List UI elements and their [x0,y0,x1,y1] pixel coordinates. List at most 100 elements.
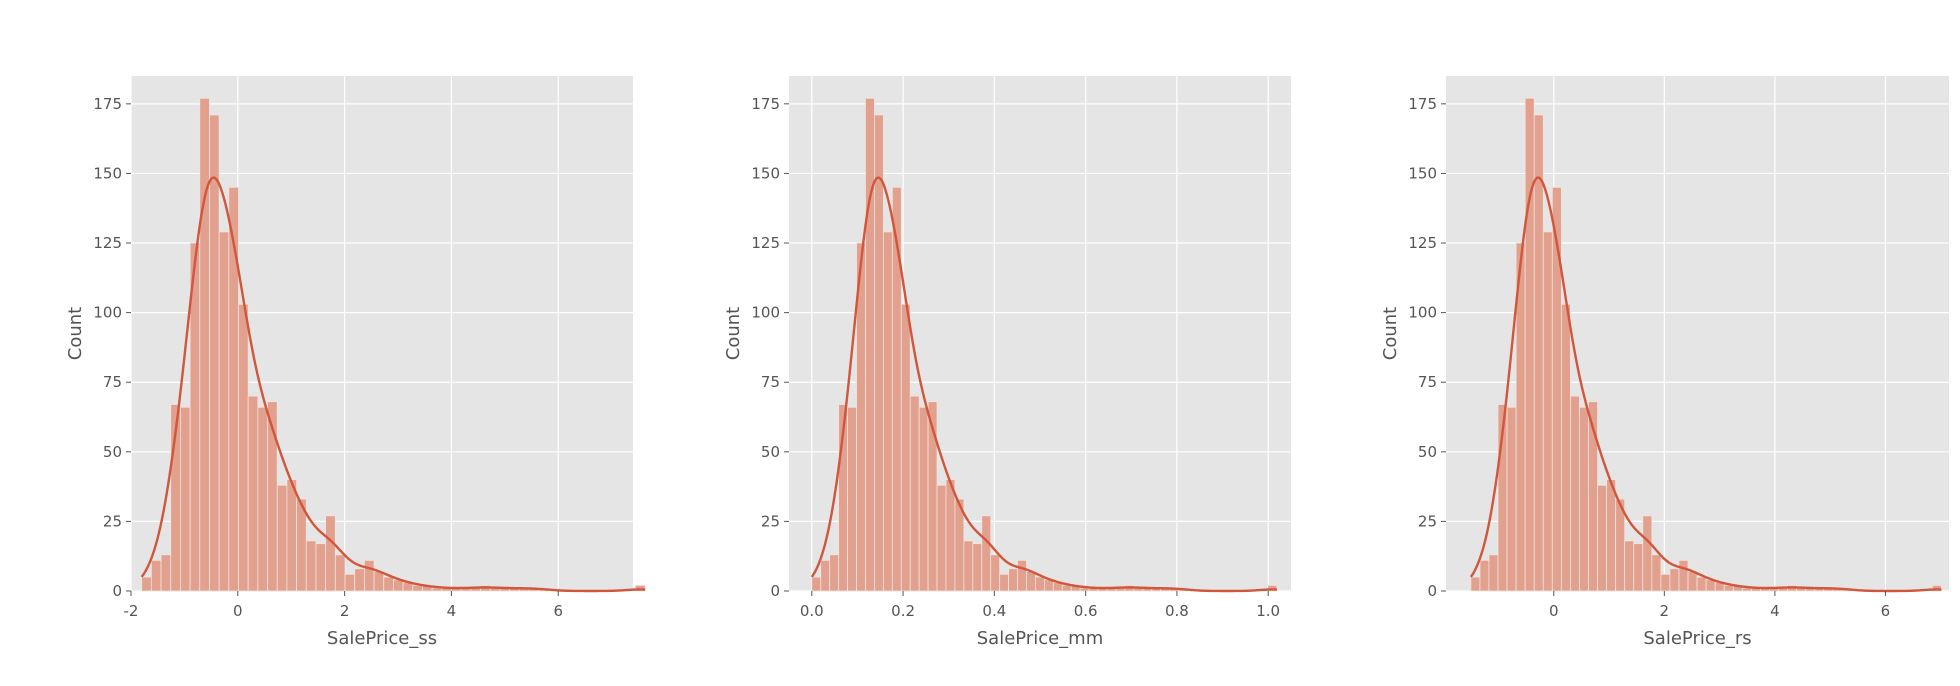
histogram-bar [1660,573,1671,592]
y-axis-label: Count [1380,307,1401,360]
kde-line [1469,176,1942,593]
histogram-bar [160,554,172,592]
histogram-bar [909,395,920,592]
histogram-bar [981,515,992,592]
histogram-bar [1017,559,1027,592]
histogram-bar [1008,568,1018,592]
histogram-bar [829,554,840,592]
kde-line [140,176,646,593]
histogram-bar [900,303,911,592]
x-axis-label: SalePrice_rs [1643,628,1751,649]
histogram-bar [257,406,268,592]
histogram-bar [1533,114,1544,592]
histogram-bar [1079,587,1090,592]
x-tick-label: 4 [1770,602,1780,620]
histogram-bar [1506,406,1517,592]
kde-line [810,176,1277,593]
histogram-bar [1624,540,1635,592]
histogram-bar [1723,585,1734,592]
histogram-bar [363,559,375,592]
y-tick-label: 25 [1418,512,1437,530]
histogram-bar [1931,585,1942,592]
histogram-bar [1570,395,1580,592]
histogram-panel-2: 0.0 0.2 0.4 0.6 0.8 1.0 0 25 50 75 100 125 150 175 Sal… [723,76,1291,649]
histogram-bar [238,303,249,592]
histogram-bar [1669,568,1680,592]
histogram-bar [209,114,220,592]
histogram-bar [354,568,365,592]
histogram-bar [218,231,230,592]
histogram-bar [1633,543,1644,592]
histogram-bar [1579,406,1589,592]
histogram-bar [383,576,394,592]
y-tick-label: 25 [761,512,780,530]
histogram-bar [1267,585,1278,592]
y-tick-label: 75 [1418,373,1437,391]
x-tick-label: 6 [553,602,563,620]
histogram-bar [945,479,956,592]
y-tick-label: 100 [93,304,122,322]
histogram-bar [936,484,947,592]
y-tick-label: 150 [1408,164,1437,182]
histogram-bar [199,97,210,592]
histogram-bar [1488,554,1499,592]
y-tick-label: 0 [112,582,122,600]
y-tick-label: 125 [751,234,780,252]
histogram-bar [1705,579,1716,592]
y-tick-label: 50 [1418,443,1437,461]
histogram-bar [865,97,875,592]
histogram-bar [811,576,822,592]
y-tick-label: 50 [103,443,122,461]
histogram-bar [1542,231,1553,592]
y-tick-label: 125 [93,234,122,252]
y-tick-label: 125 [1408,234,1437,252]
y-tick-label: 100 [1408,304,1437,322]
x-tick-label: 0 [233,602,243,620]
histogram-bar [305,540,317,592]
y-axis-label: Count [723,307,744,360]
histogram-bar [847,406,857,592]
histogram-bar [393,579,404,592]
histogram-bar [635,585,646,592]
histogram-bar [1696,576,1707,592]
x-tick-label: 2 [340,602,350,620]
y-tick-label: 0 [770,582,780,600]
y-tick-label: 175 [1408,95,1437,113]
histogram-panel-1: -2 0 2 4 60255075100125150175SalePrice_ssCou… [65,76,646,649]
y-tick-label: 175 [93,95,122,113]
y-tick-label: 25 [103,512,122,530]
y-tick-label: 0 [1427,582,1437,600]
x-tick-label: 0 [1549,602,1559,620]
y-tick-label: 100 [751,304,780,322]
histogram-bar [325,515,336,592]
histogram-bar [1470,576,1481,592]
histogram-bar [344,573,356,592]
x-tick-label: 0.0 [800,602,824,620]
x-tick-label: 0.8 [1165,602,1189,620]
histogram-bar [1651,554,1662,592]
histogram-bar [918,406,929,592]
y-axis-label: Count [65,307,86,360]
y-tick-label: 150 [93,164,122,182]
histogram-bar [412,585,423,592]
histogram-bar [820,559,831,592]
histogram-bar [1642,515,1653,592]
histogram-bar [1061,585,1072,592]
histogram-bar [1026,571,1036,592]
histogram-bar [999,573,1010,592]
x-tick-label: 6 [1881,602,1891,620]
y-tick-label: 150 [751,164,780,182]
histogram-bar [1678,559,1689,592]
x-tick-label: 4 [447,602,457,620]
histogram-bar [180,406,191,592]
x-tick-label: 1.0 [1256,602,1280,620]
y-tick-label: 75 [761,373,780,391]
histogram-bar [247,395,259,592]
histogram-bar [315,543,327,592]
histogram-bar [972,543,983,592]
histogram-panel-3: 0 2 4 6 0 25 50 75 100 125 150 175 SalePrice_rs Count [1380,76,1949,649]
histogram-bar [1741,587,1752,592]
x-axis-label: SalePrice_mm [977,628,1104,649]
x-tick-label: 0.4 [982,602,1006,620]
y-tick-label: 75 [103,373,122,391]
